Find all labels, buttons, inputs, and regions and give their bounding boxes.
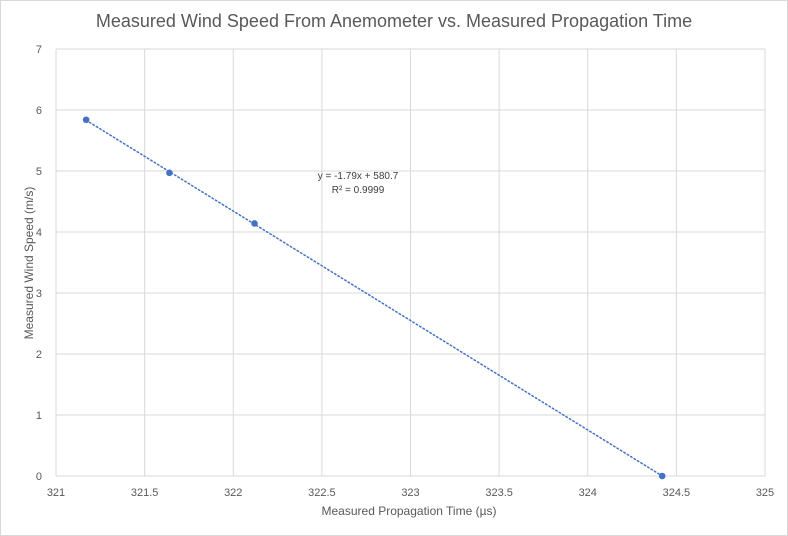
data-point bbox=[82, 116, 90, 124]
y-tick-label: 3 bbox=[36, 288, 42, 300]
data-point bbox=[658, 472, 666, 480]
chart-title: Measured Wind Speed From Anemometer vs. … bbox=[95, 11, 693, 31]
trendline-equation: y = -1.79x + 580.7 bbox=[317, 171, 399, 182]
trendline-r-squared: R² = 0.9999 bbox=[331, 185, 385, 196]
y-tick-label: 2 bbox=[36, 349, 42, 361]
y-axis-label: Measured Wind Speed (m/s) bbox=[22, 186, 36, 340]
data-point bbox=[166, 169, 173, 177]
y-tick-label: 1 bbox=[36, 410, 42, 422]
data-point bbox=[251, 220, 258, 227]
y-tick-label: 7 bbox=[36, 44, 42, 56]
x-axis-label: Measured Propagation Time (µs) bbox=[321, 504, 497, 518]
trendline bbox=[85, 119, 663, 477]
y-tick-label: 6 bbox=[36, 105, 42, 117]
trendline-equation-label: y = -1.79x + 580.7 R² = 0.9999 bbox=[318, 170, 399, 198]
y-tick-label: 4 bbox=[36, 227, 42, 239]
x-tick-label: 321 bbox=[47, 487, 65, 499]
x-tick-label: 323.5 bbox=[485, 487, 513, 499]
x-tick-label: 322 bbox=[224, 487, 242, 499]
x-tick-label: 324.5 bbox=[663, 487, 691, 499]
x-tick-label: 321.5 bbox=[131, 487, 159, 499]
x-tick-label: 324 bbox=[579, 487, 597, 499]
y-tick-label: 5 bbox=[36, 166, 42, 178]
x-tick-label: 323 bbox=[401, 487, 419, 499]
x-tick-label: 322.5 bbox=[308, 487, 336, 499]
y-tick-label: 0 bbox=[36, 471, 42, 483]
x-tick-label: 325 bbox=[756, 487, 774, 499]
